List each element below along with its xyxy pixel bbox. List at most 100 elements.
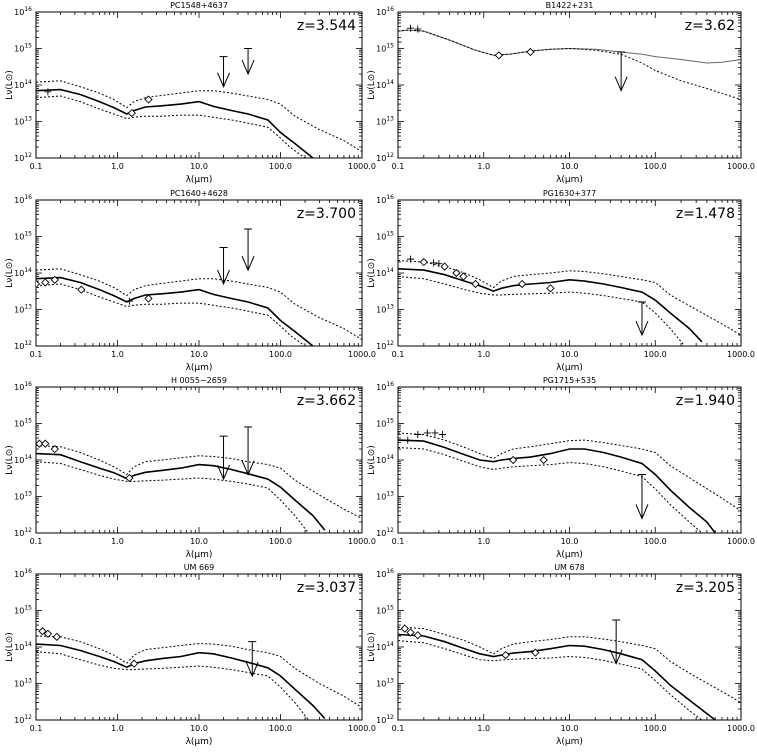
data-point-plus — [407, 255, 415, 263]
y-axis-label: Lν(L⊙) — [5, 445, 15, 475]
y-tick-label: 1013 — [376, 491, 394, 502]
data-point-diamond — [43, 629, 53, 638]
upper-limit-arrow — [217, 435, 230, 481]
series-line-dotted — [398, 29, 741, 100]
data-point-diamond — [419, 257, 428, 267]
y-axis-label: Lν(L⊙) — [367, 70, 377, 100]
x-tick-label: 100.0 — [269, 350, 292, 359]
x-tick-label: 1.0 — [477, 350, 490, 359]
y-tick-label: 1013 — [376, 678, 394, 689]
y-tick-label: 1016 — [376, 381, 394, 392]
data-point-plus — [414, 430, 422, 438]
y-tick-label: 1013 — [376, 304, 394, 315]
x-tick-label: 0.1 — [30, 537, 43, 546]
x-tick-label: 1.0 — [477, 724, 490, 733]
data-point-diamond — [144, 95, 153, 104]
data-point-plus — [44, 88, 52, 96]
x-tick-label: 100.0 — [644, 162, 667, 171]
series-line-dotted — [398, 626, 741, 704]
x-tick-label: 1.0 — [111, 350, 124, 359]
series-line-dotted — [398, 640, 703, 720]
upper-limit-arrow — [241, 48, 255, 76]
data-point-diamond — [494, 51, 503, 60]
x-tick-label: 100.0 — [269, 537, 292, 546]
x-tick-label: 10.0 — [561, 537, 579, 546]
data-point-plus — [430, 259, 438, 267]
y-tick-label: 1012 — [376, 340, 394, 351]
upper-limit-arrow — [635, 474, 649, 520]
data-point-plus — [398, 38, 402, 46]
x-tick-label: 1.0 — [111, 537, 124, 546]
data-point-diamond — [471, 279, 480, 289]
panel-title: PG1715+535 — [543, 376, 596, 385]
panel-title: UM 678 — [554, 563, 585, 572]
x-tick-label: 1000.0 — [727, 724, 755, 733]
panel-4: 0.1 1.0 10.0 100.0 1000.0 1012 1013 1014 1015 101… — [367, 189, 755, 373]
x-tick-label: 100.0 — [269, 724, 292, 733]
series-line-solid — [398, 439, 716, 533]
data-point-diamond — [531, 648, 540, 657]
panel-2: 0.1 1.0 10.0 100.0 1000.0 1012 1013 1014 1015 101… — [367, 1, 755, 185]
x-tick-label: 0.1 — [392, 724, 405, 733]
data-point-diamond — [144, 294, 153, 303]
y-tick-label: 1014 — [14, 267, 32, 278]
data-point-diamond — [38, 627, 47, 636]
data-point-diamond — [41, 278, 50, 287]
y-tick-label: 1015 — [14, 418, 32, 429]
panel-title: UM 669 — [184, 563, 215, 572]
y-tick-label: 1016 — [376, 194, 394, 205]
x-tick-label: 1000.0 — [348, 537, 376, 546]
redshift-label: z=3.544 — [297, 18, 356, 34]
panel-1: 0.1 1.0 10.0 100.0 1000.0 1012 1013 1014 1015 101… — [5, 1, 376, 185]
y-tick-label: 1012 — [14, 152, 32, 163]
data-point-diamond — [125, 473, 134, 483]
data-point-diamond — [50, 275, 59, 284]
y-tick-label: 1016 — [376, 568, 394, 579]
y-tick-label: 1015 — [376, 605, 394, 616]
y-tick-label: 1014 — [14, 79, 32, 90]
x-tick-label: 1.0 — [111, 162, 124, 171]
x-axis-label: λ(μm) — [556, 175, 583, 185]
series-line-dotted — [398, 447, 703, 533]
series-line-solid — [36, 88, 314, 158]
y-axis-label: Lν(L⊙) — [367, 445, 377, 475]
x-tick-label: 10.0 — [561, 162, 579, 171]
data-point-plus — [431, 429, 439, 437]
y-axis-label: Lν(L⊙) — [367, 632, 377, 662]
x-tick-label: 10.0 — [561, 350, 579, 359]
y-tick-label: 1013 — [14, 116, 32, 127]
y-tick-label: 1012 — [14, 340, 32, 351]
y-tick-label: 1013 — [376, 116, 394, 127]
y-tick-label: 1012 — [376, 714, 394, 725]
data-point-plus — [438, 430, 446, 438]
data-point-diamond — [440, 262, 449, 271]
data-point-diamond — [129, 659, 139, 668]
series-line-dotted — [36, 461, 309, 533]
data-point-diamond — [36, 279, 41, 289]
y-tick-label: 1013 — [14, 304, 32, 315]
data-point-diamond — [406, 628, 415, 637]
x-axis-label: λ(μm) — [186, 175, 213, 185]
data-point-diamond — [539, 455, 548, 465]
x-tick-label: 1.0 — [477, 162, 490, 171]
data-point-diamond — [41, 439, 50, 448]
x-tick-label: 1.0 — [477, 537, 490, 546]
upper-limit-arrow — [635, 301, 649, 337]
y-tick-label: 1012 — [376, 152, 394, 163]
panel-6: 0.1 1.0 10.0 100.0 1000.0 1012 1013 1014 1015 101… — [367, 376, 755, 560]
data-point-diamond — [517, 279, 527, 289]
x-axis-label: λ(μm) — [556, 363, 583, 373]
x-tick-label: 100.0 — [644, 537, 667, 546]
data-point-plus — [435, 260, 443, 268]
data-point-diamond — [546, 284, 555, 293]
y-axis-label: Lν(L⊙) — [367, 258, 377, 288]
data-point-diamond — [413, 631, 422, 640]
x-tick-label: 1.0 — [111, 724, 124, 733]
x-tick-label: 10.0 — [190, 537, 208, 546]
y-tick-label: 1016 — [14, 381, 32, 392]
redshift-label: z=3.62 — [685, 18, 735, 34]
x-axis-label: λ(μm) — [186, 550, 213, 560]
y-tick-label: 1016 — [14, 568, 32, 579]
data-point-diamond — [36, 439, 44, 448]
